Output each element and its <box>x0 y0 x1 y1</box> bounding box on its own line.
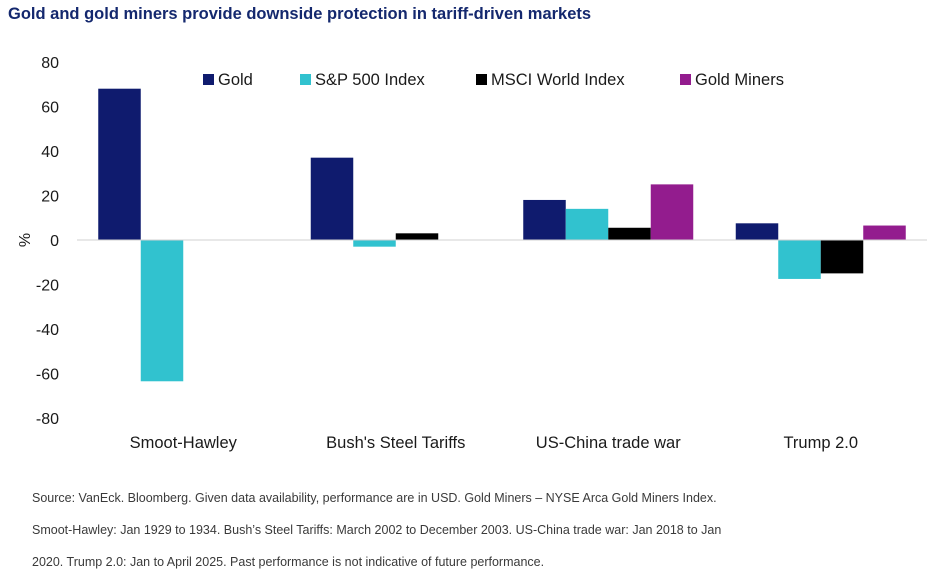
x-tick-label: Smoot-Hawley <box>130 434 238 452</box>
source-notes: Source: VanEck. Bloomberg. Given data av… <box>32 482 922 578</box>
legend: Gold S&P 500 Index MSCI World Index Gold Mi… <box>203 71 784 89</box>
legend-label: MSCI World Index <box>491 71 625 89</box>
source-note-line-3: 2020. Trump 2.0: Jan to April 2025. Past… <box>32 555 545 569</box>
x-axis: Smoot-Hawley Bush's Steel Tariffs US-China… <box>130 434 858 452</box>
x-tick-label: Bush's Steel Tariffs <box>326 434 465 452</box>
bar-gold-0 <box>98 88 141 240</box>
legend-label: Gold Miners <box>695 71 784 89</box>
x-tick-label: Trump 2.0 <box>783 434 858 452</box>
chart-title: Gold and gold miners provide downside pr… <box>8 5 592 23</box>
bar-msci-world-index-2 <box>608 227 651 240</box>
y-tick-label: 40 <box>41 144 59 161</box>
y-tick-label: 80 <box>41 55 59 72</box>
bar-gold-1 <box>310 157 354 240</box>
legend-swatch <box>203 74 214 85</box>
legend-swatch <box>680 74 691 85</box>
y-tick-label: 20 <box>41 189 59 206</box>
y-tick-label: 60 <box>41 100 59 117</box>
legend-swatch <box>300 74 311 85</box>
y-tick-label: -80 <box>36 411 59 428</box>
legend-swatch <box>476 74 487 85</box>
bar-gold-2 <box>523 199 566 240</box>
bar-msci-world-index-3 <box>820 240 864 274</box>
bar-msci-world-index-1 <box>395 233 439 240</box>
y-tick-label: -20 <box>36 278 59 295</box>
source-note-line-2: Smoot-Hawley: Jan 1929 to 1934. Bush’s S… <box>32 523 722 537</box>
bar-s-p-500-index-1 <box>353 240 396 247</box>
y-tick-label: 0 <box>50 233 59 250</box>
source-note-line-1: Source: VanEck. Bloomberg. Given data av… <box>32 491 717 505</box>
bar-chart: 80 60 40 20 0 -20 -40 -60 -80 % Smoot-Hawley Bush… <box>17 55 927 452</box>
bar-gold-miners-3 <box>863 225 906 240</box>
legend-label: S&P 500 Index <box>315 71 426 89</box>
y-axis-label: % <box>17 233 34 247</box>
y-tick-label: -40 <box>36 322 59 339</box>
bar-s-p-500-index-2 <box>565 208 609 240</box>
x-tick-label: US-China trade war <box>536 434 681 452</box>
y-tick-label: -60 <box>36 367 59 384</box>
legend-label: Gold <box>218 71 253 89</box>
bar-gold-miners-2 <box>650 184 694 240</box>
bars <box>98 88 906 382</box>
y-axis: 80 60 40 20 0 -20 -40 -60 -80 <box>36 55 59 428</box>
bar-s-p-500-index-3 <box>778 240 821 279</box>
bar-s-p-500-index-0 <box>140 240 184 382</box>
bar-gold-3 <box>735 223 779 240</box>
